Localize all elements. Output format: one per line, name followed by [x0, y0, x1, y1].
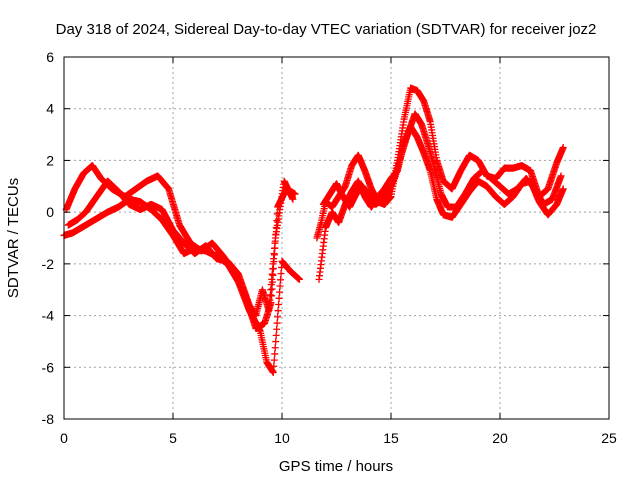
data-point — [274, 313, 282, 321]
data-points — [60, 84, 567, 376]
data-point — [268, 292, 276, 300]
data-point — [557, 172, 565, 180]
y-tick-label: -2 — [42, 256, 55, 272]
y-tick-label: 2 — [46, 152, 54, 168]
series-track-a — [60, 195, 303, 376]
data-point — [275, 294, 283, 302]
series-track-f — [319, 110, 565, 211]
data-point — [295, 275, 303, 283]
data-point — [275, 301, 283, 309]
x-tick-label: 20 — [492, 430, 508, 446]
data-point — [274, 307, 282, 315]
y-tick-label: -6 — [42, 359, 55, 375]
chart-title: Day 318 of 2024, Sidereal Day-to-day VTE… — [56, 21, 597, 38]
data-point — [289, 195, 297, 203]
series-track-c — [64, 177, 297, 320]
x-axis-label: GPS time / hours — [279, 458, 393, 475]
y-axis-label: SDTVAR / TECUs — [5, 178, 22, 298]
y-tick-label: 4 — [46, 101, 54, 117]
data-point — [269, 368, 277, 376]
data-point — [276, 282, 284, 290]
data-point — [272, 338, 280, 346]
axis-ticks — [63, 56, 610, 420]
x-tick-labels: 0 5 10 15 20 25 — [60, 430, 617, 446]
data-point — [272, 331, 280, 339]
x-tick-label: 10 — [274, 430, 290, 446]
data-point — [273, 217, 281, 225]
plot-frame — [63, 56, 610, 420]
data-point — [559, 185, 567, 193]
x-tick-label: 5 — [169, 430, 177, 446]
x-tick-label: 0 — [60, 430, 68, 446]
data-point — [269, 271, 277, 279]
x-tick-label: 15 — [383, 430, 399, 446]
data-point — [277, 270, 285, 278]
data-point — [270, 356, 278, 364]
data-point — [273, 319, 281, 327]
series-track-d — [313, 84, 567, 242]
y-tick-label: 6 — [46, 49, 54, 65]
x-tick-label: 25 — [601, 430, 617, 446]
y-tick-labels: -8 -6 -4 -2 0 2 4 6 — [42, 49, 55, 427]
y-tick-label: 0 — [46, 204, 54, 220]
y-tick-label: -8 — [42, 411, 55, 427]
data-point — [271, 344, 279, 352]
data-point — [559, 144, 567, 151]
data-point — [270, 362, 278, 370]
data-point — [273, 325, 281, 333]
data-point — [277, 276, 285, 284]
y-tick-label: -4 — [42, 308, 55, 324]
grid — [64, 57, 609, 419]
data-point — [271, 350, 279, 358]
data-point — [276, 288, 284, 296]
data-point — [268, 285, 276, 293]
